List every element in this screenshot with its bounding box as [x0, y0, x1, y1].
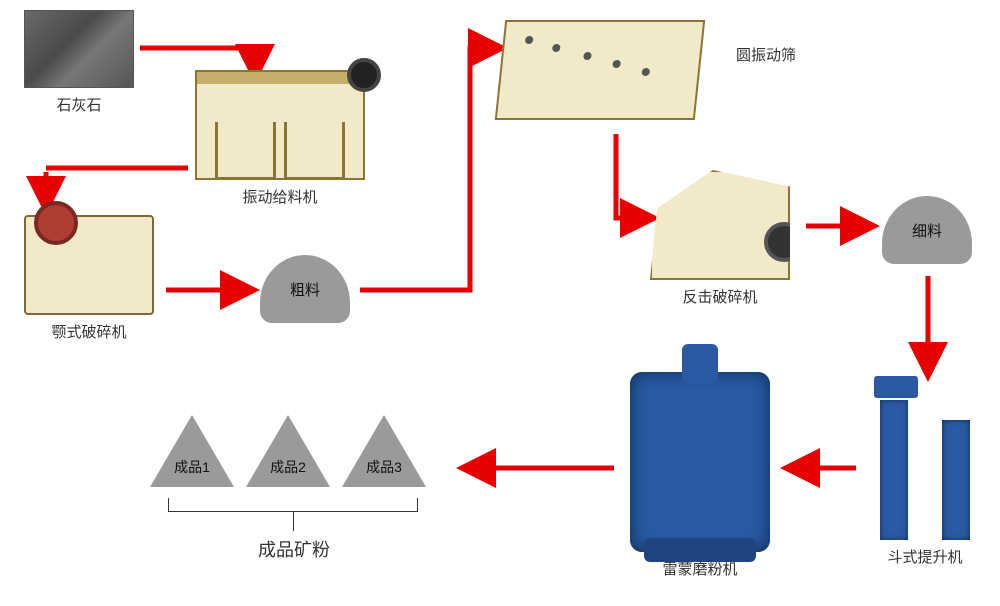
products-bracket — [168, 498, 418, 512]
elevator-image — [870, 380, 980, 540]
node-coarse-pile: 粗料 — [260, 255, 350, 323]
products-group-label: 成品矿粉 — [258, 536, 330, 562]
node-elevator: 斗式提升机 — [870, 380, 980, 567]
jaw-label: 颚式破碎机 — [51, 321, 126, 342]
jaw-image — [24, 215, 154, 315]
impact-image — [650, 170, 790, 280]
node-limestone: 石灰石 — [24, 10, 134, 115]
coarse-pile: 粗料 — [260, 255, 350, 323]
screen-label: 圆振动筛 — [736, 44, 796, 65]
product2-label: 成品2 — [260, 457, 316, 477]
products-row: 成品1 成品2 成品3 — [150, 415, 426, 487]
limestone-image — [24, 10, 134, 88]
fine-label: 细料 — [912, 220, 942, 241]
coarse-label: 粗料 — [290, 279, 320, 300]
limestone-label: 石灰石 — [56, 94, 101, 115]
elevator-label: 斗式提升机 — [887, 546, 962, 567]
node-fine-pile: 细料 — [882, 196, 972, 264]
node-mill: 雷蒙磨粉机 — [630, 372, 770, 579]
product1-label: 成品1 — [164, 457, 220, 477]
feeder-image — [195, 70, 365, 180]
mill-image — [630, 372, 770, 552]
node-screen — [500, 20, 700, 120]
feeder-label: 振动给料机 — [242, 186, 317, 207]
node-feeder: 振动给料机 — [195, 70, 365, 207]
product-3: 成品3 — [342, 415, 426, 487]
node-impact-crusher: 反击破碎机 — [650, 170, 790, 307]
screen-image — [495, 20, 706, 120]
fine-pile: 细料 — [882, 196, 972, 264]
product-2: 成品2 — [246, 415, 330, 487]
impact-label: 反击破碎机 — [682, 286, 757, 307]
product3-label: 成品3 — [356, 457, 412, 477]
product-1: 成品1 — [150, 415, 234, 487]
node-products: 成品1 成品2 成品3 — [150, 415, 426, 487]
node-jaw-crusher: 颚式破碎机 — [24, 215, 154, 342]
